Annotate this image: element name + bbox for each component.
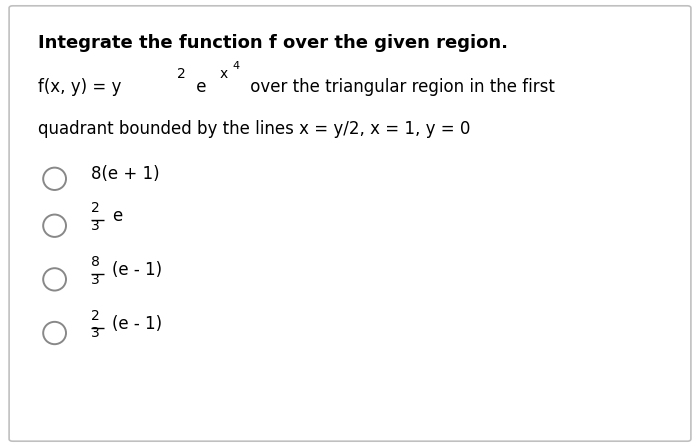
Text: (e - 1): (e - 1)	[112, 261, 162, 279]
Text: 3: 3	[91, 273, 99, 287]
Text: 3: 3	[91, 219, 99, 233]
Text: 8(e + 1): 8(e + 1)	[91, 165, 160, 183]
FancyBboxPatch shape	[9, 6, 691, 441]
Text: 2: 2	[91, 308, 99, 323]
Text: 3: 3	[91, 326, 99, 341]
Text: (e - 1): (e - 1)	[112, 315, 162, 333]
Text: x: x	[219, 67, 228, 81]
Text: f(x, y) = y: f(x, y) = y	[38, 78, 122, 96]
Text: 8: 8	[91, 255, 100, 269]
Ellipse shape	[43, 322, 66, 344]
Ellipse shape	[43, 168, 66, 190]
Text: quadrant bounded by the lines x = y/2, x = 1, y = 0: quadrant bounded by the lines x = y/2, x…	[38, 120, 471, 138]
Text: 2: 2	[177, 67, 186, 81]
Text: e: e	[191, 78, 206, 96]
Text: 2: 2	[91, 201, 99, 215]
Ellipse shape	[43, 268, 66, 291]
Text: Integrate the function f over the given region.: Integrate the function f over the given …	[38, 34, 508, 51]
Ellipse shape	[43, 215, 66, 237]
Text: 4: 4	[232, 61, 239, 71]
Text: over the triangular region in the first: over the triangular region in the first	[245, 78, 555, 96]
Text: e: e	[112, 207, 122, 225]
